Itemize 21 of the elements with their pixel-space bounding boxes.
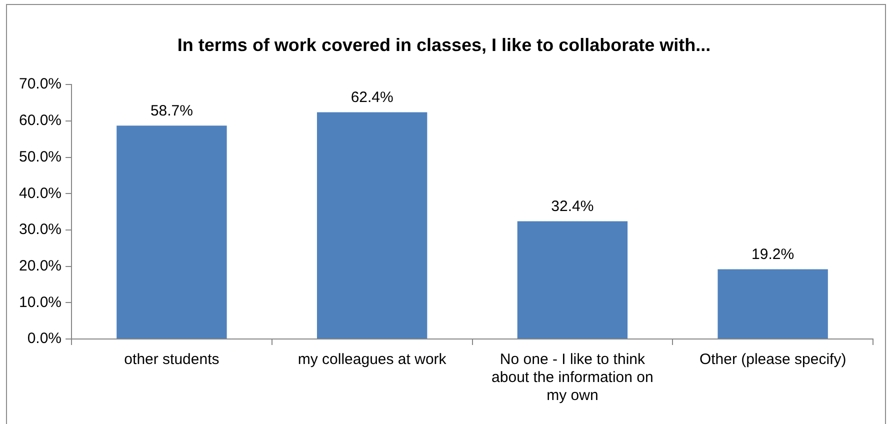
y-tick-label: 10.0% xyxy=(18,294,62,311)
y-tick-label: 20.0% xyxy=(18,257,62,274)
y-tick-label: 70.0% xyxy=(18,76,62,93)
y-tick-label: 30.0% xyxy=(18,221,62,238)
data-label: 32.4% xyxy=(551,198,594,215)
x-tick-label: my colleagues at work xyxy=(298,351,447,368)
bar xyxy=(316,112,428,338)
y-tick-label: 40.0% xyxy=(18,184,62,202)
data-label: 58.7% xyxy=(150,102,193,120)
data-label: 62.4% xyxy=(350,88,394,106)
y-tick-label: 60.0% xyxy=(18,112,62,130)
y-tick-label: 50.0% xyxy=(18,148,62,166)
x-tick-label: other students xyxy=(124,351,220,368)
bar xyxy=(116,126,227,338)
data-label: 19.2% xyxy=(752,246,794,263)
x-tick-label: No one - I like to think about the information on my own xyxy=(492,351,654,404)
bar xyxy=(718,269,828,338)
bar xyxy=(517,221,628,338)
y-tick-label: 0.0% xyxy=(27,330,62,348)
x-tick-label: Other (please specify) xyxy=(699,351,846,368)
chart-title: In terms of work covered in classes, I like to collaborate with... xyxy=(177,34,711,55)
